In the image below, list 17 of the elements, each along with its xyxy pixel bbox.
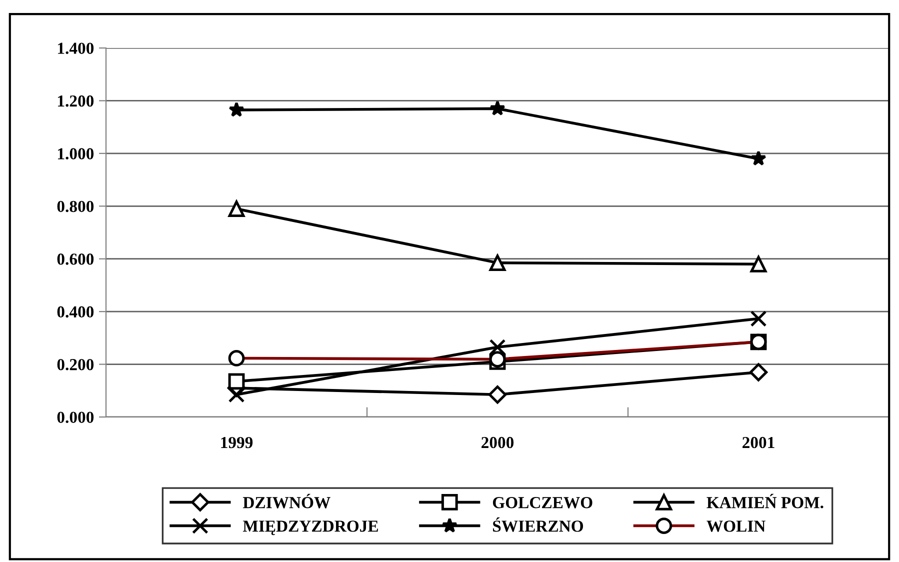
legend-label: DZIWNÓW [242, 494, 330, 508]
y-tick-label: 0.800 [57, 200, 94, 212]
y-tick-label: 1.200 [58, 95, 94, 107]
x-tick-label: 2000 [482, 436, 514, 448]
y-tick-label: 1.000 [58, 148, 94, 160]
x-tick-label: 2001 [742, 436, 774, 448]
legend-label: KAMIEŃ POM. [706, 494, 824, 508]
y-tick-label: 1.400 [58, 42, 94, 54]
y-tick-label: 0.000 [57, 412, 94, 424]
x-tick-label: 1999 [221, 436, 253, 448]
y-tick-label: 0.400 [57, 306, 94, 318]
y-tick-label: 0.600 [57, 254, 94, 265]
legend-label: ŚWIERZNO [493, 517, 584, 532]
y-tick-label: 0.200 [57, 358, 94, 370]
legend-label: GOLCZEWO [492, 497, 592, 508]
legend-label: WOLIN [706, 520, 766, 532]
legend-label: MIĘDZYZDROJE [242, 520, 378, 536]
